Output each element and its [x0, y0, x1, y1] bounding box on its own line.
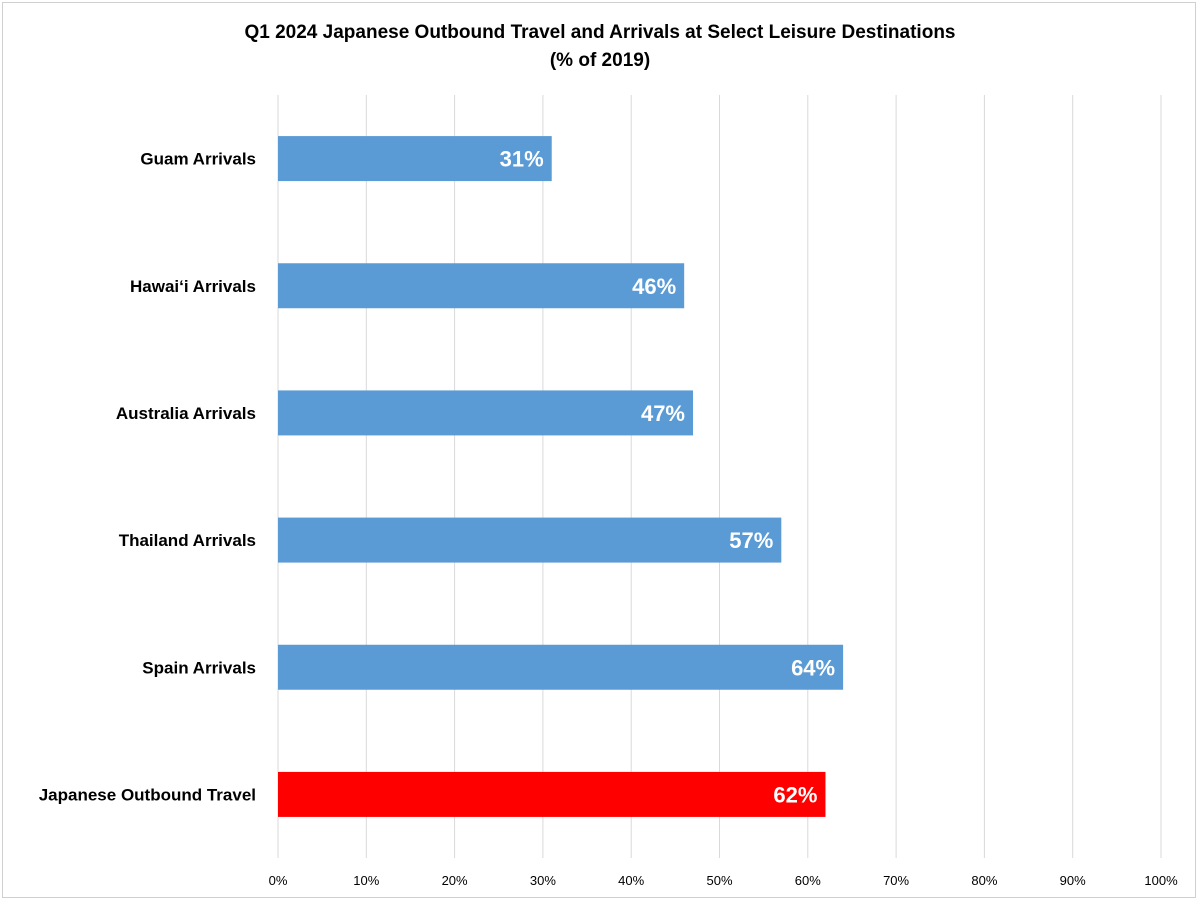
bars [278, 136, 844, 817]
x-tick-label-30: 30% [530, 873, 556, 888]
category-label-1: Hawai‘i Arrivals [130, 277, 256, 296]
x-tick-label-10: 10% [353, 873, 379, 888]
category-label-3: Thailand Arrivals [119, 531, 256, 550]
data-label-0: 31% [500, 147, 544, 172]
category-labels: Guam Arrivals Hawai‘i Arrivals Australia A… [39, 150, 256, 805]
category-label-4: Spain Arrivals [142, 658, 256, 677]
x-tick-label-40: 40% [618, 873, 644, 888]
x-tick-label-20: 20% [442, 873, 468, 888]
data-labels: 31% 46% 47% 57% 64% 62% [500, 147, 835, 808]
x-tick-label-0: 0% [269, 873, 288, 888]
x-tick-label-100: 100% [1144, 873, 1178, 888]
chart-subtitle: (% of 2019) [549, 50, 651, 71]
category-label-2: Australia Arrivals [116, 404, 256, 423]
x-tick-label-70: 70% [883, 873, 909, 888]
x-tick-labels: 0% 10% 20% 30% 40% 50% 60% 70% 80% 90% 100% [269, 873, 1178, 888]
chart-title: Q1 2024 Japanese Outbound Travel and Arr… [244, 22, 956, 43]
category-label-0: Guam Arrivals [140, 150, 256, 169]
bar-5 [278, 771, 826, 817]
data-label-5: 62% [773, 782, 817, 807]
bar-4 [278, 644, 844, 690]
data-label-4: 64% [791, 655, 835, 680]
x-tick-label-60: 60% [795, 873, 821, 888]
category-label-5: Japanese Outbound Travel [39, 785, 256, 804]
bar-3 [278, 517, 782, 563]
data-label-2: 47% [641, 401, 685, 426]
x-tick-label-50: 50% [706, 873, 732, 888]
bar-1 [278, 263, 685, 309]
x-tick-label-80: 80% [971, 873, 997, 888]
data-label-1: 46% [632, 274, 676, 299]
chart-title-block: Q1 2024 Japanese Outbound Travel and Arr… [3, 19, 1197, 75]
data-label-3: 57% [729, 528, 773, 553]
bar-0 [278, 136, 552, 182]
bar-2 [278, 390, 694, 436]
gridlines [277, 95, 1162, 858]
x-tick-label-90: 90% [1060, 873, 1086, 888]
